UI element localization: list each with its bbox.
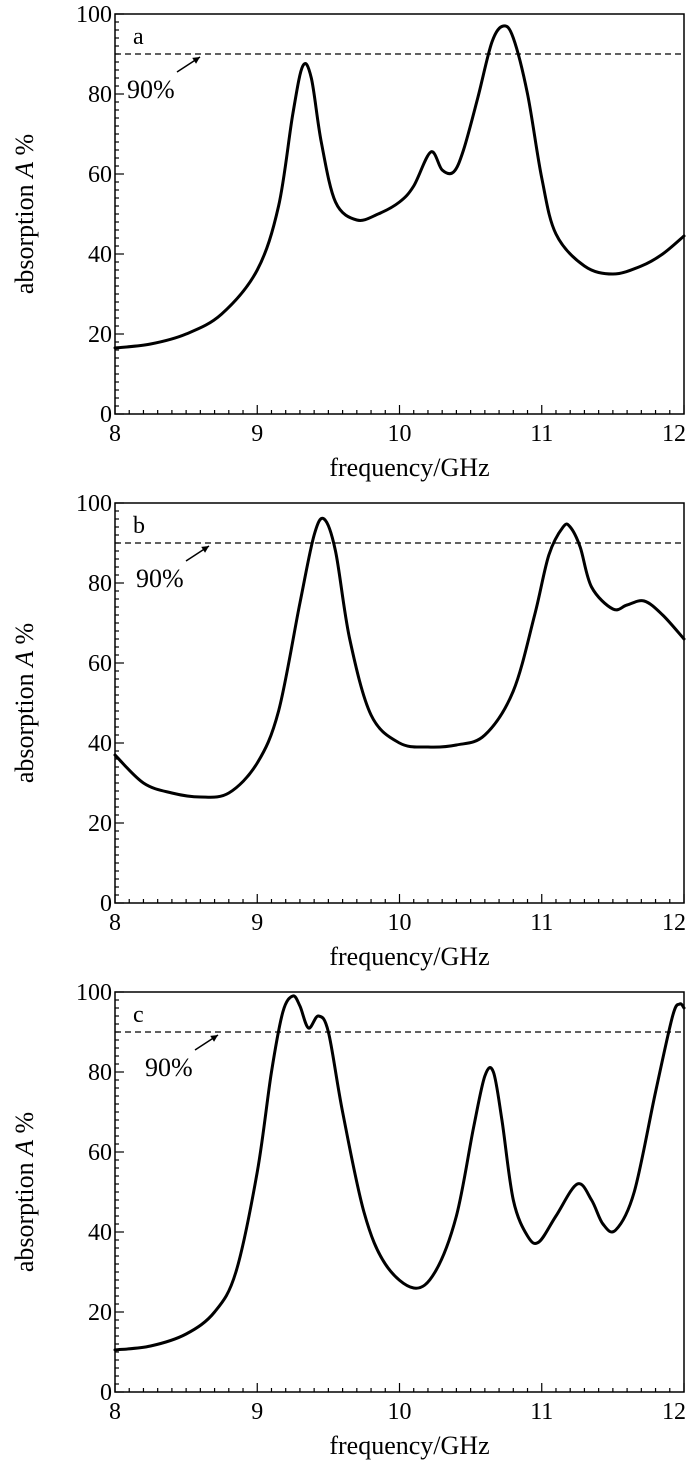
y-axis-title: absorption A % xyxy=(10,623,39,783)
annotation-90-label: 90% xyxy=(136,564,184,593)
annotation-arrow-head xyxy=(192,57,200,64)
y-tick-label: 80 xyxy=(88,1060,112,1086)
y-axis-title-suffix: % xyxy=(10,134,39,162)
y-axis-title-symbol: A xyxy=(10,651,39,669)
x-tick-label: 11 xyxy=(530,1399,553,1425)
x-tick-label: 9 xyxy=(251,910,263,936)
y-tick-label: 100 xyxy=(76,980,112,1006)
panel-label: b xyxy=(133,513,145,539)
y-axis-title-prefix: absorption xyxy=(10,1156,39,1272)
y-axis-title-symbol: A xyxy=(10,162,39,180)
x-tick-label: 11 xyxy=(530,421,553,447)
x-tick-label: 9 xyxy=(251,421,263,447)
panel-label: c xyxy=(133,1002,144,1028)
y-axis-title-prefix: absorption xyxy=(10,178,39,294)
annotation-arrow-head xyxy=(201,546,209,553)
chart-panel-c: 8 9 10 11 12 0 20 40 60 80 100 frequency/GHz absorpt… xyxy=(10,980,686,1460)
y-tick-label: 40 xyxy=(88,731,112,757)
x-axis-title: frequency/GHz xyxy=(329,942,489,971)
x-tick-label: 11 xyxy=(530,910,553,936)
y-tick-label: 20 xyxy=(88,322,112,348)
annotation-arrow-head xyxy=(210,1035,218,1042)
absorption-curve xyxy=(113,24,686,350)
annotation-90-label: 90% xyxy=(145,1053,193,1082)
y-tick-label: 60 xyxy=(88,651,112,677)
x-tick-label: 12 xyxy=(662,1399,686,1425)
y-tick-label: 0 xyxy=(100,891,112,917)
absorption-curve xyxy=(113,516,686,799)
y-axis-title-prefix: absorption xyxy=(10,667,39,783)
y-tick-label: 0 xyxy=(100,1380,112,1406)
x-axis-title: frequency/GHz xyxy=(329,1431,489,1460)
chart-panel-b: 8 9 10 11 12 0 20 40 60 80 100 frequency/GHz absorpt… xyxy=(10,491,686,971)
y-axis-title-suffix: % xyxy=(10,1112,39,1140)
x-axis-title: frequency/GHz xyxy=(329,453,489,482)
y-tick-label: 0 xyxy=(100,402,112,428)
plot-frame xyxy=(114,13,685,415)
y-tick-label: 80 xyxy=(88,571,112,597)
x-tick-label: 10 xyxy=(388,1399,412,1425)
y-tick-label: 100 xyxy=(76,491,112,517)
y-tick-label: 20 xyxy=(88,1300,112,1326)
y-tick-label: 60 xyxy=(88,162,112,188)
y-axis-title: absorption A % xyxy=(10,1112,39,1272)
y-tick-label: 60 xyxy=(88,1140,112,1166)
x-tick-label: 12 xyxy=(662,910,686,936)
absorption-curve xyxy=(113,994,686,1352)
y-axis-title-suffix: % xyxy=(10,623,39,651)
panel-label: a xyxy=(133,24,144,50)
y-tick-label: 80 xyxy=(88,82,112,108)
x-tick-label: 10 xyxy=(388,910,412,936)
y-tick-label: 40 xyxy=(88,242,112,268)
y-axis-title-symbol: A xyxy=(10,1140,39,1158)
y-tick-label: 20 xyxy=(88,811,112,837)
y-tick-label: 100 xyxy=(76,2,112,28)
x-tick-label: 8 xyxy=(109,421,121,447)
x-tick-label: 10 xyxy=(388,421,412,447)
plot-frame xyxy=(114,502,685,904)
y-tick-label: 40 xyxy=(88,1220,112,1246)
annotation-90-label: 90% xyxy=(127,75,175,104)
x-tick-label: 8 xyxy=(109,910,121,936)
x-tick-label: 12 xyxy=(662,421,686,447)
x-tick-label: 9 xyxy=(251,1399,263,1425)
x-tick-label: 8 xyxy=(109,1399,121,1425)
chart-panel-a: 8 9 10 11 12 0 20 40 60 80 100 frequency/GHz absorpt… xyxy=(10,2,686,482)
plot-frame xyxy=(114,991,685,1393)
y-axis-title: absorption A % xyxy=(10,134,39,294)
